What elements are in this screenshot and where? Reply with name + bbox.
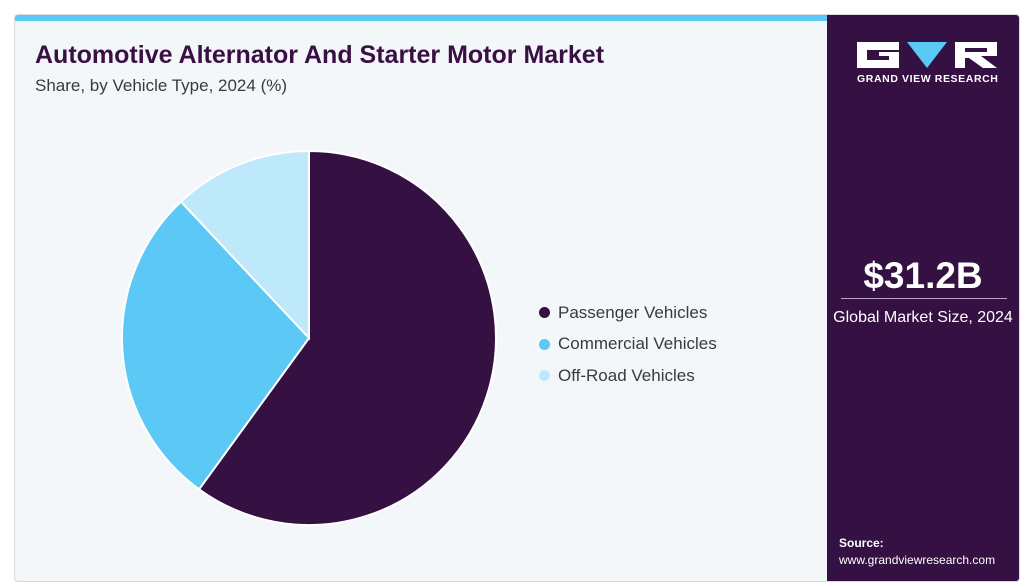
divider — [841, 298, 1007, 299]
accent-bar — [15, 15, 827, 21]
chart-title: Automotive Alternator And Starter Motor … — [35, 41, 605, 69]
pie-slice-passenger-vehicles — [197, 149, 497, 526]
legend-swatch — [539, 307, 550, 319]
pie-slice-off-road-vehicles — [179, 149, 310, 341]
legend-swatch — [539, 338, 550, 350]
market-size-value: $31.2B — [863, 255, 983, 296]
legend-label: Passenger Vehicles — [558, 302, 708, 322]
pie-slice-commercial-vehicles — [121, 200, 311, 491]
chart-card: Automotive Alternator And Starter Motor … — [14, 14, 1020, 582]
legend-label: Commercial Vehicles — [558, 334, 717, 354]
legend-swatch — [539, 370, 550, 382]
logo-mark-icon — [857, 42, 997, 68]
logo-text: GRAND VIEW RESEARCH — [857, 73, 999, 85]
source-label: Source: — [839, 536, 884, 550]
source-link[interactable]: www.grandviewresearch.com — [839, 553, 996, 567]
legend-item: Passenger Vehicles — [539, 297, 717, 329]
legend-item: Off-Road Vehicles — [539, 360, 717, 392]
legend-label: Off-Road Vehicles — [558, 365, 695, 385]
market-size-label: Global Market Size, 2024 — [833, 309, 1013, 326]
chart-legend: Passenger Vehicles Commercial Vehicles Off… — [539, 297, 717, 392]
sidebar-panel: GRAND VIEW RESEARCH $31.2B Global Market… — [827, 15, 1019, 581]
legend-item: Commercial Vehicles — [539, 329, 717, 361]
pie-chart — [121, 149, 497, 526]
brand-logo: GRAND VIEW RESEARCH — [857, 42, 999, 85]
chart-subtitle: Share, by Vehicle Type, 2024 (%) — [35, 76, 288, 95]
